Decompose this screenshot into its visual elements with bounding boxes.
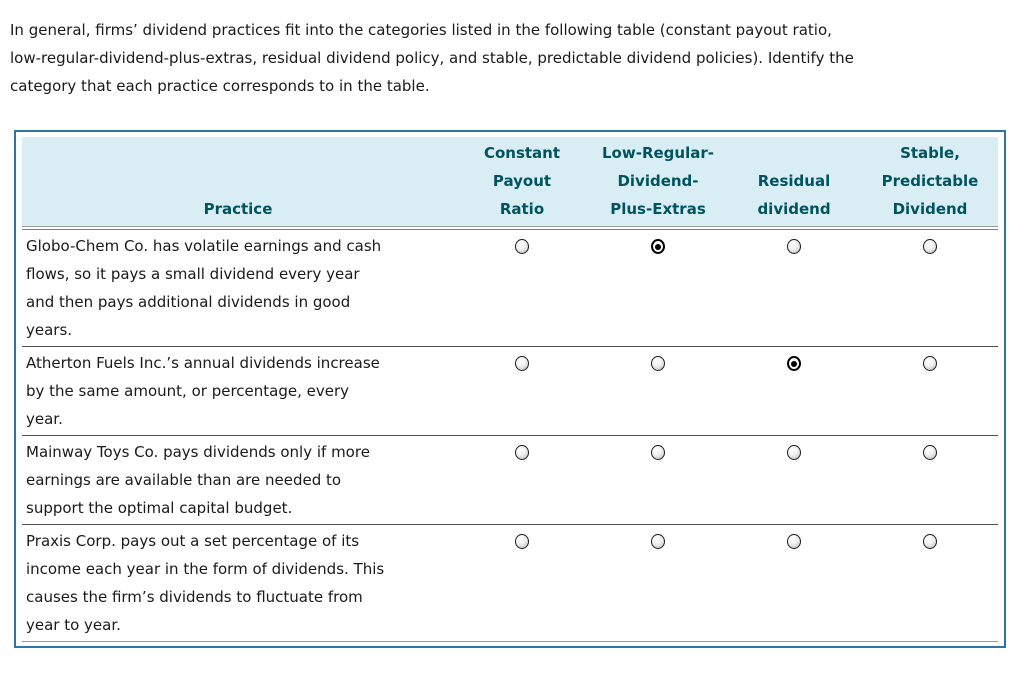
- radio-low-regular-dividend-plus-extras[interactable]: [651, 356, 665, 371]
- practice-cell: Praxis Corp. pays out a set percentage o…: [26, 532, 385, 634]
- table-row: Globo-Chem Co. has volatile earnings and…: [22, 230, 998, 347]
- column-header-stable-predictable-dividend: Stable, Predictable Dividend: [881, 144, 979, 218]
- table-row: Mainway Toys Co. pays dividends only if …: [22, 436, 998, 525]
- radio-residual-dividend[interactable]: [787, 534, 801, 549]
- practice-cell: Mainway Toys Co. pays dividends only if …: [26, 443, 370, 517]
- practices-table: Practice Constant Payout Ratio Low-Regul…: [14, 130, 1006, 648]
- radio-low-regular-dividend-plus-extras[interactable]: [651, 239, 665, 254]
- radio-residual-dividend[interactable]: [787, 445, 801, 460]
- column-header-constant-payout-ratio: Constant Payout Ratio: [483, 144, 561, 218]
- column-header-low-regular-dividend-plus-extras: Low-Regular- Dividend- Plus-Extras: [602, 144, 714, 218]
- radio-low-regular-dividend-plus-extras[interactable]: [651, 534, 665, 549]
- radio-stable-predictable-dividend[interactable]: [923, 534, 937, 549]
- radio-constant-payout-ratio[interactable]: [515, 239, 529, 254]
- table-header-row: Practice Constant Payout Ratio Low-Regul…: [22, 137, 998, 226]
- table-row: Atherton Fuels Inc.’s annual dividends i…: [22, 347, 998, 436]
- radio-constant-payout-ratio[interactable]: [515, 534, 529, 549]
- radio-stable-predictable-dividend[interactable]: [923, 239, 937, 254]
- radio-constant-payout-ratio[interactable]: [515, 445, 529, 460]
- practice-cell: Atherton Fuels Inc.’s annual dividends i…: [26, 354, 380, 428]
- practice-column-header: Practice: [203, 200, 273, 218]
- header-separator: [22, 226, 998, 230]
- intro-paragraph: In general, firms’ dividend practices fi…: [10, 21, 854, 95]
- radio-low-regular-dividend-plus-extras[interactable]: [651, 445, 665, 460]
- practice-cell: Globo-Chem Co. has volatile earnings and…: [26, 237, 382, 339]
- radio-stable-predictable-dividend[interactable]: [923, 445, 937, 460]
- column-header-residual-dividend: Residual dividend: [757, 172, 831, 218]
- radio-residual-dividend[interactable]: [787, 356, 801, 371]
- table-row: Praxis Corp. pays out a set percentage o…: [22, 525, 998, 642]
- radio-stable-predictable-dividend[interactable]: [923, 356, 937, 371]
- radio-residual-dividend[interactable]: [787, 239, 801, 254]
- radio-constant-payout-ratio[interactable]: [515, 356, 529, 371]
